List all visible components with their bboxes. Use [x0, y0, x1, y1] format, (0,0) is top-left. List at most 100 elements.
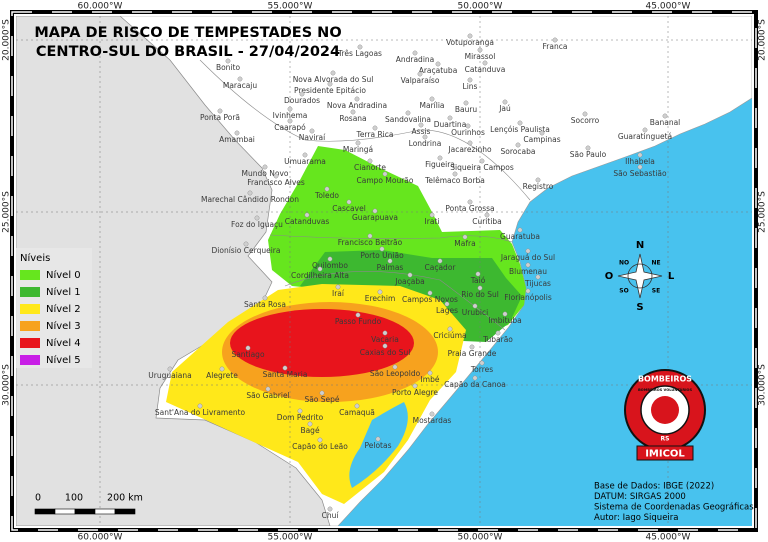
legend-label: Nível 1 [46, 286, 81, 298]
city-dot [379, 246, 385, 252]
city-dot [539, 130, 545, 136]
legend-title: Níveis [20, 252, 50, 264]
legend-swatch [20, 355, 40, 365]
city-dot [319, 390, 325, 396]
city-label: Três Lagoas [337, 49, 382, 58]
city-label: São Paulo [570, 150, 607, 159]
city-dot [465, 123, 471, 129]
city-label: Foz do Iguaçu [231, 220, 283, 229]
city-dot [429, 212, 435, 218]
city-dot [327, 81, 333, 87]
city-label: Toledo [314, 191, 339, 200]
city-label: Blumenau [509, 267, 547, 276]
city-label: Cascavel [332, 204, 366, 213]
legend-swatch [20, 270, 40, 280]
city-dot [515, 142, 521, 148]
city-label: Caxias do Sul [360, 348, 411, 357]
city-label: Bananal [650, 118, 681, 127]
legend-label: Nível 3 [46, 320, 81, 332]
badge-core [651, 396, 679, 424]
scale-segment [74, 508, 96, 515]
city-dot [582, 111, 588, 117]
city-label: Santa Rosa [244, 300, 286, 309]
city-label: Mafra [454, 239, 475, 248]
city-dot [302, 152, 308, 158]
city-dot [247, 190, 253, 196]
city-label: Passo Fundo [335, 317, 382, 326]
legend-swatch [20, 304, 40, 314]
city-dot [482, 60, 488, 66]
badge-state: RS [661, 436, 670, 443]
city-label: Curitiba [472, 217, 502, 226]
city-dot [535, 274, 541, 280]
compass-label: NE [651, 260, 660, 267]
compass-label: S [636, 302, 643, 313]
lagoa-dos-patos [349, 402, 408, 488]
city-label: Telêmaco Borba [424, 176, 485, 185]
city-label: Francisco Beltrão [338, 238, 403, 247]
badge-name: IMICOL [645, 449, 685, 460]
city-label: São Gabriel [246, 391, 289, 400]
city-dot [237, 76, 243, 82]
city-dot [427, 290, 433, 296]
city-label: Marechal Cândido Rondon [201, 195, 299, 204]
city-label: Florianópolis [504, 293, 552, 302]
city-dot [477, 47, 483, 53]
city-label: Catanduva [465, 65, 506, 74]
city-dot [262, 295, 268, 301]
city-label: Bonito [216, 63, 241, 72]
city-label: Alegrete [206, 371, 238, 380]
city-label: Porto União [360, 251, 404, 260]
city-dot [467, 33, 473, 39]
city-dot [407, 272, 413, 278]
city-dot [382, 343, 388, 349]
credit-line: DATUM: SIRGAS 2000 [594, 492, 686, 502]
scale-segment [34, 508, 56, 515]
city-dot [467, 199, 473, 205]
frame-stripes [11, 11, 757, 531]
city-dot [262, 164, 268, 170]
city-label: Quilombo [312, 261, 348, 270]
city-label: Socorro [571, 116, 600, 125]
city-label: Votuporanga [446, 38, 494, 47]
city-label: Tubarão [482, 335, 513, 344]
city-dot [382, 171, 388, 177]
city-label: Ilhabela [625, 157, 655, 166]
scale-label: 100 [65, 493, 83, 504]
city-label: Pelotas [365, 441, 392, 450]
compass-label: O [605, 271, 614, 282]
city-dot [217, 108, 223, 114]
city-label: São Sepé [304, 395, 339, 404]
city-label: Tijucas [524, 279, 551, 288]
latitude-label: 20.000°S [758, 19, 768, 61]
city-dot [317, 437, 323, 443]
city-label: Caçador [425, 263, 457, 272]
city-dot [502, 99, 508, 105]
city-dot [469, 344, 475, 350]
city-dot [346, 199, 352, 205]
city-label: Campos Novos [402, 295, 458, 304]
city-dot [335, 284, 341, 290]
city-label: Araçatuba [419, 66, 458, 75]
city-dot [372, 125, 378, 131]
city-dot [525, 262, 531, 268]
city-dot [392, 364, 398, 370]
city-dot [225, 58, 231, 64]
legend-swatch [20, 287, 40, 297]
legend-swatch [20, 338, 40, 348]
city-dot [422, 134, 428, 140]
city-label: Jaú [498, 104, 511, 113]
city-label: Criciúma [433, 331, 466, 340]
city-dot [354, 403, 360, 409]
longitude-label: 60.000°W [78, 533, 123, 542]
city-label: Siqueira Campos [450, 163, 514, 172]
city-label: Imbituba [488, 316, 521, 325]
city-dot [197, 403, 203, 409]
city-dot [412, 383, 418, 389]
credit-line: Base de Dados: IBGE (2022) [594, 482, 714, 492]
city-label: Taió [470, 276, 486, 285]
latitude-label: 25.000°S [2, 191, 12, 233]
scale-label: 0 [35, 493, 41, 504]
